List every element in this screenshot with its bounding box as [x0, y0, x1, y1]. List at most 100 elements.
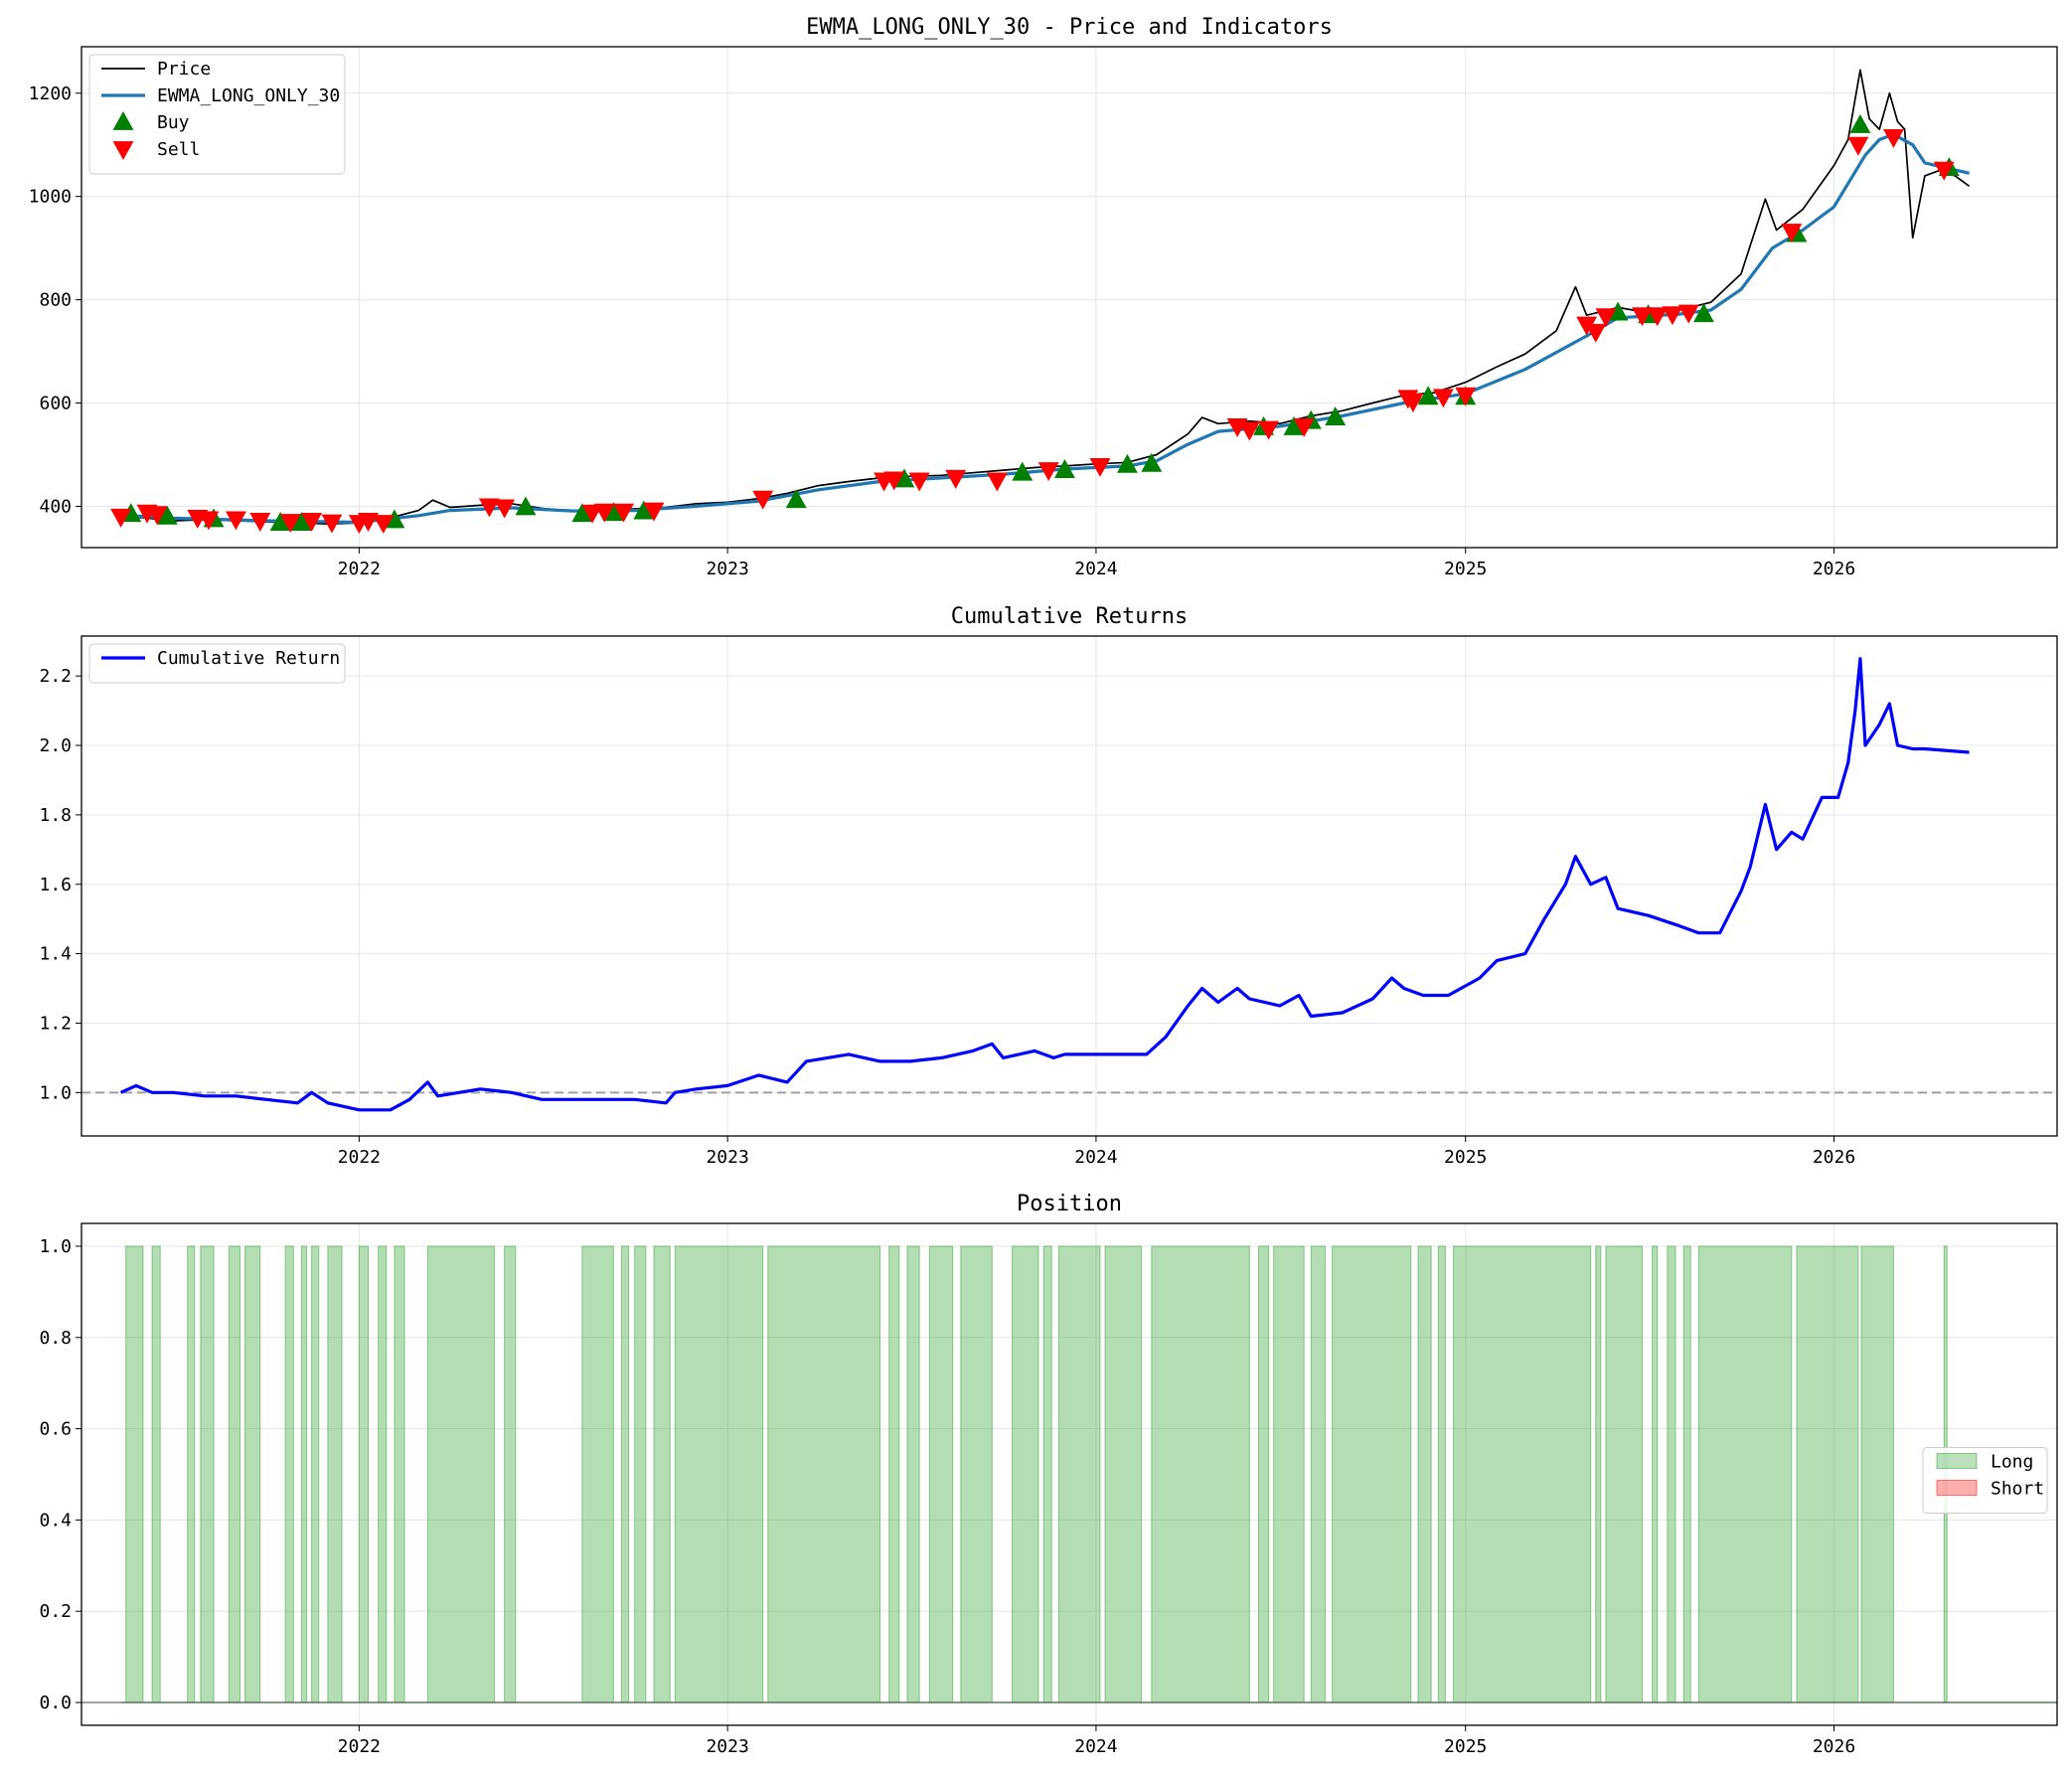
buy-signal-marker — [1849, 113, 1871, 133]
sell-signal-marker — [1781, 224, 1803, 243]
legend-label: EWMA_LONG_ONLY_30 — [157, 85, 340, 106]
axes-frame — [80, 1222, 2058, 1726]
legend-box — [1922, 1447, 2048, 1514]
long-position-interval — [1257, 1245, 1270, 1703]
buy-signal-marker — [1693, 303, 1714, 323]
y-tick-label: 800 — [39, 290, 72, 311]
buy-signal-marker — [785, 489, 807, 509]
sell-signal-marker — [1037, 462, 1059, 482]
sell-signal-marker — [945, 469, 967, 489]
long-position-interval — [504, 1245, 517, 1703]
sell-signal-marker — [1647, 307, 1669, 327]
buy-signal-marker — [515, 496, 537, 516]
long-position-interval — [327, 1245, 343, 1703]
buy-signal-marker — [1116, 453, 1138, 473]
long-position-interval — [1332, 1245, 1412, 1703]
y-tick-label: 0.8 — [39, 1328, 72, 1349]
sell-signal-marker — [373, 515, 395, 535]
buy-signal-marker — [1053, 459, 1075, 478]
long-position-interval — [284, 1245, 294, 1703]
position-panel: 2022 2023 2024 2025 2026 0.0 0.2 0.4 0.6 0.8 1.0 Po… — [39, 1192, 2058, 1757]
sell-signal-marker — [1882, 129, 1904, 148]
sell-signal-marker — [752, 490, 774, 510]
sell-signal-marker — [358, 513, 379, 532]
sell-signal-marker — [1662, 306, 1683, 326]
x-tick-label: 2026 — [1813, 1147, 1855, 1168]
long-position-interval — [1012, 1245, 1039, 1703]
legend-label: Buy — [157, 112, 190, 133]
buy-signal-marker — [893, 468, 915, 488]
buy-signal-marker — [633, 500, 655, 520]
price-indicators-panel: 2022 2023 2024 2025 2026 400 600 800 1000 1200 EWM… — [29, 15, 2058, 579]
legend-handle-short — [1936, 1480, 1978, 1496]
long-position-interval — [1042, 1245, 1052, 1703]
sell-signal-marker — [908, 472, 930, 492]
legend-label: Sell — [157, 139, 200, 160]
sell-signal-marker — [1677, 304, 1699, 324]
legend-box — [88, 643, 346, 684]
long-position-interval — [1437, 1245, 1446, 1703]
long-position-interval — [1104, 1245, 1143, 1703]
long-position-interval — [1652, 1245, 1659, 1703]
sell-signal-marker — [110, 508, 132, 528]
x-tick-label: 2022 — [338, 559, 381, 579]
y-tick-label: 1.8 — [39, 805, 72, 826]
chart-title: Position — [1017, 1192, 1122, 1216]
sell-signal-marker — [279, 514, 301, 534]
sell-signal-marker — [1432, 389, 1454, 408]
long-position-interval — [200, 1245, 215, 1703]
long-position-interval — [1273, 1245, 1305, 1703]
sell-signal-marker — [494, 499, 516, 519]
y-tick-label: 1200 — [29, 83, 72, 104]
buy-signal-marker — [571, 503, 593, 523]
sell-signal-marker — [1258, 420, 1280, 440]
long-position-interval — [1697, 1245, 1793, 1703]
x-tick-label: 2025 — [1444, 1736, 1487, 1757]
sell-signal-marker — [1933, 161, 1955, 181]
long-position-interval — [426, 1245, 495, 1703]
long-position-interval — [960, 1245, 993, 1703]
long-position-interval — [888, 1245, 900, 1703]
y-tick-label: 2.2 — [39, 666, 72, 687]
buy-signal-marker — [384, 509, 405, 529]
long-position-interval — [300, 1245, 308, 1703]
long-position-interval — [311, 1245, 320, 1703]
legend: Price EWMA_LONG_ONLY_30 Buy Sell — [88, 54, 346, 175]
long-position-interval — [674, 1245, 764, 1703]
chart-title: EWMA_LONG_ONLY_30 - Price and Indicators — [806, 15, 1333, 40]
sell-signal-marker — [1847, 136, 1869, 156]
cumulative-returns-panel: 2022 2023 2024 2025 2026 1.0 1.2 1.4 1.6 1.8 2.0 2.… — [39, 604, 2058, 1168]
buy-signal-marker — [602, 502, 624, 522]
y-tick-label: 0.2 — [39, 1601, 72, 1622]
axes-frame — [80, 635, 2058, 1137]
sell-signal-marker — [593, 503, 615, 523]
sell-signal-marker — [1585, 323, 1607, 343]
y-tick-label: 1.0 — [39, 1236, 72, 1257]
long-position-interval — [1310, 1245, 1327, 1703]
long-position-interval — [1417, 1245, 1432, 1703]
buy-signal-marker — [1607, 301, 1629, 321]
sell-signal-marker — [1595, 308, 1617, 328]
sell-signal-marker — [883, 471, 905, 491]
x-tick-label: 2025 — [1444, 559, 1487, 579]
buy-signal-marker — [1283, 415, 1305, 435]
legend-label: Long — [1991, 1452, 2033, 1473]
series-line-price — [120, 69, 1971, 525]
long-position-interval — [1453, 1245, 1592, 1703]
plot-area — [110, 69, 1971, 535]
sell-signal-marker — [198, 511, 220, 531]
sell-signal-marker — [249, 513, 271, 532]
long-position-interval — [1860, 1245, 1894, 1703]
sell-signal-marker — [1455, 387, 1477, 406]
x-tick-label: 2022 — [338, 1147, 381, 1168]
y-tick-label: 1000 — [29, 187, 72, 208]
x-tick-label: 2023 — [706, 1147, 748, 1168]
legend-label: Cumulative Return — [157, 648, 340, 669]
sell-signal-marker — [1632, 307, 1653, 327]
sell-signal-marker — [321, 514, 343, 534]
long-position-interval — [653, 1245, 671, 1703]
long-position-interval — [378, 1245, 388, 1703]
buy-signal-marker — [269, 512, 291, 531]
